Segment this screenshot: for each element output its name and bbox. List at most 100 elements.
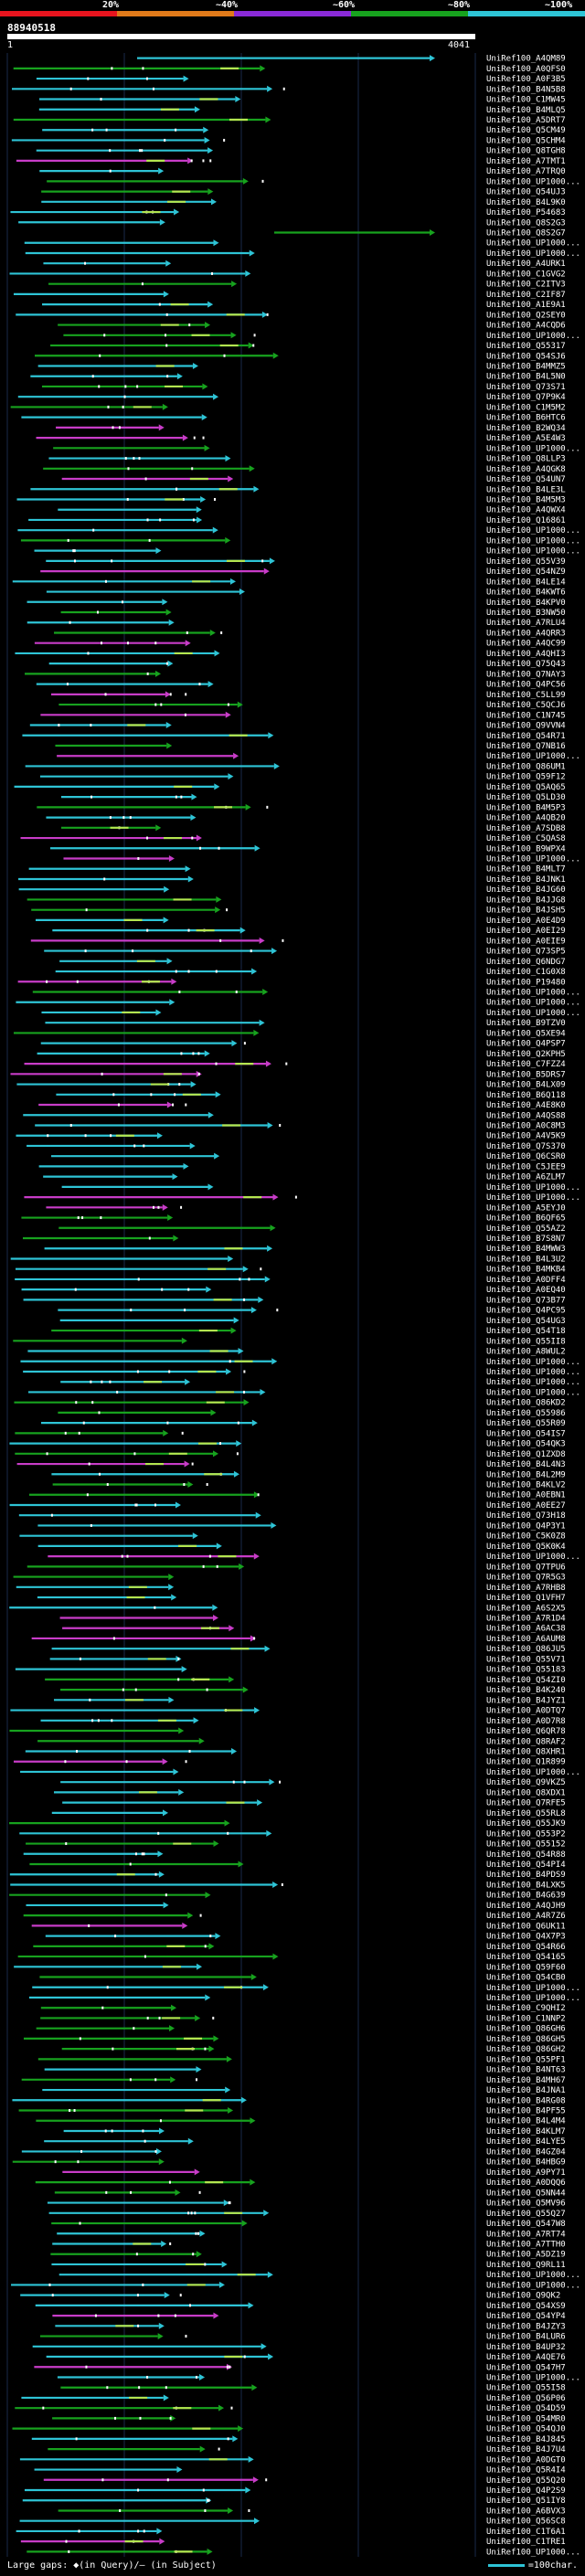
hit-label[interactable]: UniRef100_C5QCJ6 xyxy=(486,701,566,710)
hit-label[interactable]: UniRef100_Q56P06 xyxy=(486,2394,566,2403)
hit-label[interactable]: UniRef100_Q54IS7 xyxy=(486,1429,566,1438)
hit-label[interactable]: UniRef100_Q55RL8 xyxy=(486,1809,566,1818)
hit-label[interactable]: UniRef100_Q55Q20 xyxy=(486,2476,566,2486)
hit-label[interactable]: UniRef100_B4LXK5 xyxy=(486,1881,566,1890)
hit-label[interactable]: UniRef100_Q547W8 xyxy=(486,2220,566,2229)
hit-label[interactable]: UniRef100_Q553P2 xyxy=(486,1829,566,1839)
hit-label[interactable]: UniRef100_UP1000... xyxy=(486,1193,580,1203)
hit-label[interactable]: UniRef100_UP1000... xyxy=(486,1183,580,1193)
hit-label[interactable]: UniRef100_UP1000... xyxy=(486,1378,580,1387)
hit-label[interactable]: UniRef100_Q4P2S9 xyxy=(486,2486,566,2496)
hit-label[interactable]: UniRef100_B4LE3L xyxy=(486,485,566,494)
hit-label[interactable]: UniRef100_Q55Q27 xyxy=(486,2210,566,2219)
hit-label[interactable]: UniRef100_Q55317 xyxy=(486,342,566,351)
hit-label[interactable]: UniRef100_B4JNA1 xyxy=(486,2086,566,2095)
hit-label[interactable]: UniRef100_UP1000... xyxy=(486,999,580,1008)
hit-label[interactable]: UniRef100_Q7P9K4 xyxy=(486,393,566,402)
hit-label[interactable]: UniRef100_A4QB20 xyxy=(486,814,566,823)
hit-label[interactable]: UniRef100_UP1000... xyxy=(486,1984,580,1993)
hit-label[interactable]: UniRef100_C2IF87 xyxy=(486,291,566,300)
hit-label[interactable]: UniRef100_UP1000... xyxy=(486,1358,580,1367)
hit-label[interactable]: UniRef100_B4L4N3 xyxy=(486,1460,566,1469)
hit-label[interactable]: UniRef100_Q54PI4 xyxy=(486,1860,566,1870)
hit-label[interactable]: UniRef100_UP1000... xyxy=(486,2548,580,2557)
hit-label[interactable]: UniRef100_Q5K0K4 xyxy=(486,1542,566,1552)
hit-label[interactable]: UniRef100_UP1000... xyxy=(486,855,580,864)
hit-label[interactable]: UniRef100_B4KPV0 xyxy=(486,599,566,608)
hit-label[interactable]: UniRef100_A0E4D9 xyxy=(486,917,566,926)
hit-label[interactable]: UniRef100_P54683 xyxy=(486,208,566,217)
hit-label[interactable]: UniRef100_UP1000... xyxy=(486,2373,580,2382)
hit-label[interactable]: UniRef100_B9TZV0 xyxy=(486,1019,566,1028)
hit-label[interactable]: UniRef100_Q54CB0 xyxy=(486,1974,566,1983)
hit-label[interactable]: UniRef100_B4JYZ1 xyxy=(486,1696,566,1705)
hit-label[interactable]: UniRef100_Q8XDX1 xyxy=(486,1788,566,1797)
hit-label[interactable]: UniRef100_UP1000... xyxy=(486,2281,580,2290)
hit-label[interactable]: UniRef100_Q86KD2 xyxy=(486,1399,566,1408)
hit-label[interactable]: UniRef100_A6BVX3 xyxy=(486,2507,566,2516)
hit-label[interactable]: UniRef100_B4MKB4 xyxy=(486,1266,566,1275)
hit-label[interactable]: UniRef100_B4JZY3 xyxy=(486,2322,566,2331)
hit-label[interactable]: UniRef100_Q5CHM4 xyxy=(486,136,566,145)
hit-label[interactable]: UniRef100_Q55PF1 xyxy=(486,2055,566,2064)
hit-label[interactable]: UniRef100_Q54QJ0 xyxy=(486,2425,566,2434)
hit-label[interactable]: UniRef100_UP1000... xyxy=(486,177,580,186)
hit-label[interactable]: UniRef100_Q5R4I4 xyxy=(486,2466,566,2475)
hit-label[interactable]: UniRef100_UP1000... xyxy=(486,547,580,557)
hit-label[interactable]: UniRef100_B4M5P3 xyxy=(486,803,566,812)
hit-label[interactable]: UniRef100_A4QWX4 xyxy=(486,506,566,515)
hit-label[interactable]: UniRef100_Q73S71 xyxy=(486,383,566,392)
hit-label[interactable]: UniRef100_Q54SJ6 xyxy=(486,352,566,361)
hit-label[interactable]: UniRef100_A0EE27 xyxy=(486,1501,566,1511)
hit-label[interactable]: UniRef100_A7RHB8 xyxy=(486,1584,566,1593)
hit-label[interactable]: UniRef100_Q54165 xyxy=(486,1953,566,1962)
hit-label[interactable]: UniRef100_Q8LLP3 xyxy=(486,455,566,464)
hit-label[interactable]: UniRef100_Q54T18 xyxy=(486,1327,566,1336)
hit-label[interactable]: UniRef100_A0EBN1 xyxy=(486,1491,566,1500)
hit-label[interactable]: UniRef100_Q9RL11 xyxy=(486,2261,566,2270)
hit-label[interactable]: UniRef100_A0EI29 xyxy=(486,927,566,936)
hit-label[interactable]: UniRef100_B4MWW3 xyxy=(486,1245,566,1254)
hit-label[interactable]: UniRef100_Q86GH5 xyxy=(486,2035,566,2044)
hit-label[interactable]: UniRef100_A0DTQ7 xyxy=(486,1707,566,1716)
hit-label[interactable]: UniRef100_A6ZLM7 xyxy=(486,1173,566,1182)
hit-label[interactable]: UniRef100_B4NT63 xyxy=(486,2066,566,2075)
hit-label[interactable]: UniRef100_Q55AZ2 xyxy=(486,1224,566,1234)
hit-label[interactable]: UniRef100_UP1000... xyxy=(486,752,580,761)
hit-label[interactable]: UniRef100_B4G639 xyxy=(486,1892,566,1901)
hit-label[interactable]: UniRef100_Q5MV96 xyxy=(486,2200,566,2209)
hit-label[interactable]: UniRef100_Q55V71 xyxy=(486,1655,566,1664)
hit-label[interactable]: UniRef100_A4QS88 xyxy=(486,1111,566,1120)
hit-label[interactable]: UniRef100_A6AC38 xyxy=(486,1625,566,1634)
hit-label[interactable]: UniRef100_B4JSH5 xyxy=(486,906,566,916)
hit-label[interactable]: UniRef100_C1NNP2 xyxy=(486,2014,566,2023)
hit-label[interactable]: UniRef100_B4LYE5 xyxy=(486,2137,566,2147)
hit-label[interactable]: UniRef100_C2ITV3 xyxy=(486,281,566,290)
hit-label[interactable]: UniRef100_Q55I58 xyxy=(486,2384,566,2393)
hit-label[interactable]: UniRef100_A4QHI3 xyxy=(486,650,566,659)
hit-label[interactable]: UniRef100_A6AUM8 xyxy=(486,1635,566,1644)
hit-label[interactable]: UniRef100_Q9VKZ5 xyxy=(486,1778,566,1787)
hit-label[interactable]: UniRef100_A5DRT7 xyxy=(486,116,566,125)
hit-label[interactable]: UniRef100_Q2SEY0 xyxy=(486,311,566,320)
hit-label[interactable]: UniRef100_Q8S2G7 xyxy=(486,229,566,239)
hit-label[interactable]: UniRef100_UP1000... xyxy=(486,249,580,259)
hit-label[interactable]: UniRef100_Q54ZI0 xyxy=(486,1676,566,1685)
hit-label[interactable]: UniRef100_B4PF55 xyxy=(486,2107,566,2116)
hit-label[interactable]: UniRef100_B4JG60 xyxy=(486,885,566,895)
hit-label[interactable]: UniRef100_A0F3B5 xyxy=(486,75,566,84)
hit-label[interactable]: UniRef100_Q1ZXD8 xyxy=(486,1450,566,1459)
hit-label[interactable]: UniRef100_Q54UJ3 xyxy=(486,188,566,197)
hit-label[interactable]: UniRef100_B4L9K0 xyxy=(486,198,566,207)
hit-label[interactable]: UniRef100_Q16861 xyxy=(486,516,566,525)
hit-label[interactable]: UniRef100_Q54R88 xyxy=(486,1850,566,1860)
hit-label[interactable]: UniRef100_A4QE76 xyxy=(486,2353,566,2362)
hit-label[interactable]: UniRef100_Q56SC8 xyxy=(486,2518,566,2527)
hit-label[interactable]: UniRef100_Q86GH6 xyxy=(486,2025,566,2034)
hit-label[interactable]: UniRef100_B6QF65 xyxy=(486,1214,566,1224)
hit-label[interactable]: UniRef100_Q7RFE5 xyxy=(486,1799,566,1808)
hit-label[interactable]: UniRef100_Q73B77 xyxy=(486,1296,566,1305)
hit-label[interactable]: UniRef100_UP1000... xyxy=(486,526,580,535)
hit-label[interactable]: UniRef100_Q59F12 xyxy=(486,773,566,782)
hit-label[interactable]: UniRef100_B4JJG8 xyxy=(486,896,566,905)
